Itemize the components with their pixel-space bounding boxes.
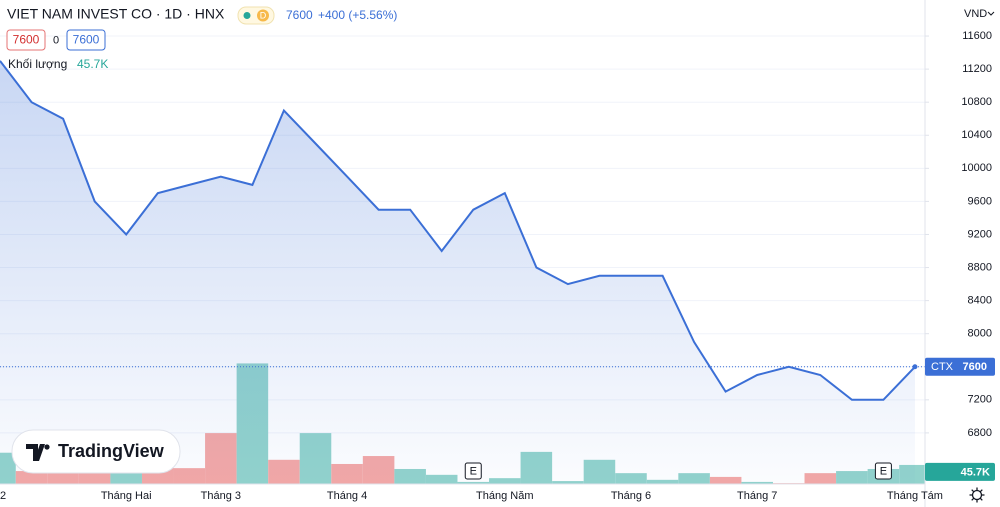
plot-area <box>0 35 925 485</box>
y-tick-label: 10400 <box>961 129 992 141</box>
last-price: 7600 <box>286 8 313 22</box>
currency-selector[interactable]: VND <box>964 8 987 20</box>
x-tick-label: Tháng 6 <box>611 490 651 502</box>
legend-header: VIET NAM INVEST CO · 1D · HNX D 7600 +40… <box>6 6 397 71</box>
y-tick-label: 6800 <box>968 427 992 439</box>
price-change: +400 (+5.56%) <box>318 8 397 22</box>
interval-badge: D <box>260 10 267 20</box>
settings-icon[interactable] <box>969 487 985 503</box>
logo-mark <box>26 444 45 461</box>
volume-value: 45.7K <box>77 57 108 71</box>
y-tick-label: 8800 <box>968 261 992 273</box>
change-value: 0 <box>53 34 59 46</box>
y-tick-label: 9600 <box>968 195 992 207</box>
price-tag-value: 7600 <box>963 361 987 373</box>
y-tick-label: 11600 <box>962 30 992 42</box>
event-label: E <box>470 465 477 477</box>
y-tick-label: 8400 <box>968 295 992 307</box>
event-marker <box>464 462 482 480</box>
event-label: E <box>880 465 887 477</box>
logo-pill <box>11 429 181 474</box>
x-tick-label: Tháng 4 <box>327 490 367 502</box>
price-tag-symbol: CTX <box>931 361 954 373</box>
gear-teeth[interactable] <box>969 487 985 503</box>
tradingview-logo: TradingView <box>11 429 181 474</box>
x-tick-label: Tháng Hai <box>101 490 152 502</box>
volume-title: Khối lượng <box>8 57 67 71</box>
y-tick-label: 11200 <box>962 63 992 75</box>
y-tick-label: 10000 <box>961 162 992 174</box>
open-box <box>6 29 46 51</box>
dropdown-icon[interactable] <box>987 11 995 16</box>
symbol-title: VIET NAM INVEST CO · 1D · HNX <box>7 6 225 22</box>
price-tag <box>925 357 995 376</box>
close-box <box>66 29 106 51</box>
y-tick-label: 10800 <box>961 96 992 108</box>
badge-circle <box>257 9 269 22</box>
market-dot <box>243 12 251 19</box>
x-tick-label: 2 <box>0 490 6 502</box>
x-tick-label: Tháng Tám <box>887 490 943 502</box>
x-tick-label: Tháng 7 <box>737 490 777 502</box>
close-value: 7600 <box>73 33 100 47</box>
y-tick-label: 7200 <box>968 394 992 406</box>
last-point <box>912 364 918 370</box>
open-value: 7600 <box>13 33 40 47</box>
y-tick-label: 9200 <box>968 228 992 240</box>
event-marker <box>874 462 892 480</box>
area-fill <box>0 60 915 485</box>
volume-tag-value: 45.7K <box>961 466 990 478</box>
logo-dot <box>44 444 50 450</box>
x-tick-label: Tháng Năm <box>476 490 533 502</box>
gear[interactable] <box>971 489 983 501</box>
logo-text: TradingView <box>58 441 165 461</box>
y-tick-label: 8000 <box>968 328 992 340</box>
volume-tag <box>925 462 995 481</box>
price-line <box>0 60 916 401</box>
x-tick-label: Tháng 3 <box>201 490 241 502</box>
